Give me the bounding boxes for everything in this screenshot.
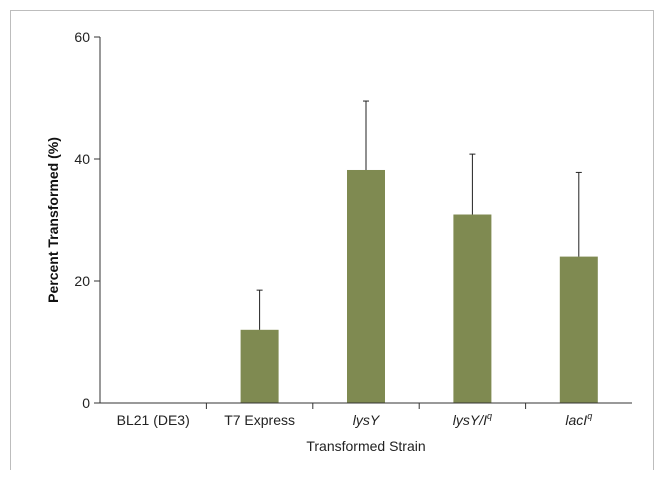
y-tick-label: 40 [74, 151, 90, 167]
y-tick-label: 0 [82, 395, 90, 411]
bar [559, 256, 598, 403]
x-tick-label: T7 Express [224, 412, 295, 428]
bar [240, 329, 279, 403]
x-tick-label-text: lysY [353, 412, 381, 428]
error-bars-group [256, 100, 582, 330]
chart-frame [10, 10, 654, 470]
x-tick-label-superscript: q [487, 411, 492, 421]
x-tick-label-text: lacI [565, 412, 587, 428]
y-tick-label: 20 [74, 273, 90, 289]
y-tick-label: 60 [74, 29, 90, 45]
y-ticks-group: 0 20 40 60 [74, 29, 100, 411]
x-tick-label-superscript: q [587, 411, 592, 421]
x-tick-label-text: lysY/I [453, 412, 487, 428]
x-tick-label: lacIq [565, 411, 592, 428]
x-axis-label: Transformed Strain [306, 438, 425, 454]
x-tick-label-text: BL21 (DE3) [117, 412, 190, 428]
y-axis-label: Percent Transformed (%) [45, 137, 61, 303]
bar [453, 214, 492, 403]
bars-group [240, 169, 598, 403]
x-tick-label: BL21 (DE3) [117, 412, 190, 428]
x-ticks-group: BL21 (DE3) T7 Express lysY lysY/Iq lacIq [117, 403, 592, 428]
bar [347, 169, 385, 403]
x-tick-label: lysY/Iq [453, 411, 492, 428]
x-tick-label-text: T7 Express [224, 412, 295, 428]
x-tick-label: lysY [353, 412, 381, 428]
